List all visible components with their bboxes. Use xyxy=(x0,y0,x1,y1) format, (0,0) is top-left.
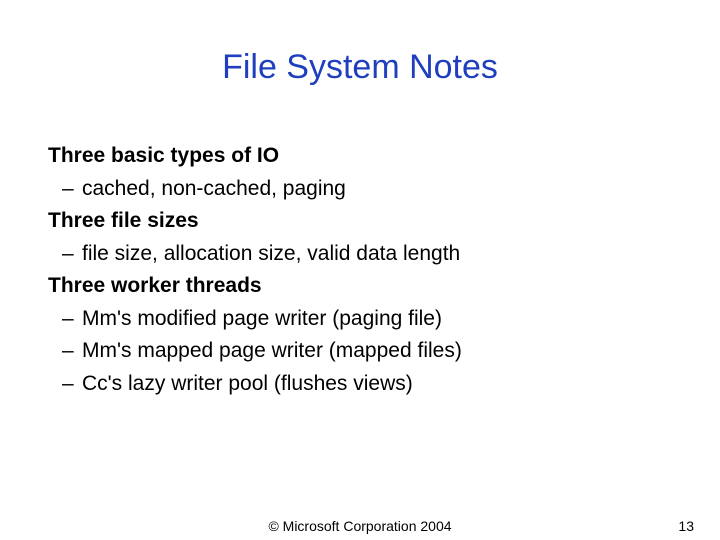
section-heading: Three worker threads xyxy=(48,270,664,303)
bullet-item: cached, non-cached, paging xyxy=(48,173,664,206)
section-heading: Three file sizes xyxy=(48,205,664,238)
section-heading: Three basic types of IO xyxy=(48,140,664,173)
page-number: 13 xyxy=(678,518,694,534)
slide-content: Three basic types of IO cached, non-cach… xyxy=(48,140,664,400)
slide: File System Notes Three basic types of I… xyxy=(0,0,720,540)
bullet-item: Mm's modified page writer (paging file) xyxy=(48,303,664,336)
bullet-item: Cc's lazy writer pool (flushes views) xyxy=(48,368,664,401)
slide-title: File System Notes xyxy=(0,48,720,87)
copyright-text: © Microsoft Corporation 2004 xyxy=(0,518,720,534)
bullet-item: Mm's mapped page writer (mapped files) xyxy=(48,335,664,368)
bullet-item: file size, allocation size, valid data l… xyxy=(48,238,664,271)
